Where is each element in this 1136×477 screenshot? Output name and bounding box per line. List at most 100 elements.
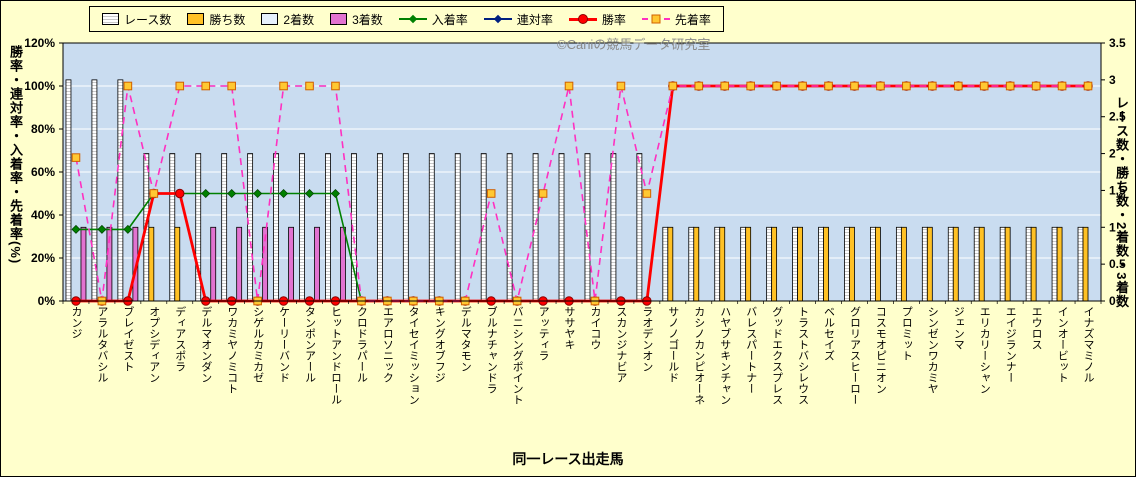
marker-place_rate <box>253 189 263 198</box>
legend-label-third-count: 3着数 <box>352 12 383 27</box>
bar-races <box>65 79 72 302</box>
marker-finish_ahead_rate <box>305 81 314 91</box>
win-rate-line-icon <box>568 14 597 25</box>
marker-finish_ahead_rate <box>1083 81 1093 91</box>
bar-races <box>714 226 721 302</box>
legend-label-win-count: 勝ち数 <box>209 12 246 27</box>
race-count-bar-icon <box>102 13 119 25</box>
right-axis-tick: 2.5 <box>1109 110 1126 124</box>
legend-label-win-rate: 勝率 <box>601 12 626 27</box>
marker-finish_ahead_rate <box>772 81 781 91</box>
right-axis-tick: 0.5 <box>1109 257 1126 271</box>
axes: 0% 20% 40% 60% 80% 100% 120% 0 0.5 1 1.5 2 2.5 3 3.5 <box>24 36 1126 308</box>
bar-wins <box>1082 226 1089 302</box>
bar-thirds <box>80 226 87 302</box>
marker-finish_ahead_rate <box>175 81 185 91</box>
bar-races <box>428 153 435 302</box>
bar-races <box>584 153 591 302</box>
left-axis-title: 勝率・連対率・入着率・先着率(%) <box>8 45 23 265</box>
quinella-rate-line-icon <box>483 14 512 25</box>
bar-races <box>454 153 461 302</box>
marker-finish_ahead_rate <box>720 81 730 91</box>
bar-wins <box>978 226 985 302</box>
right-axis-tick: 1.5 <box>1109 183 1126 197</box>
bar-races <box>973 226 980 302</box>
bar-races <box>169 153 176 302</box>
bar-races <box>844 226 850 302</box>
bar-thirds <box>340 226 346 302</box>
legend-item-finish-ahead-rate: 先着率 <box>641 11 711 28</box>
navy-diamond-icon <box>493 14 503 24</box>
marker-finish_ahead_rate <box>71 153 81 162</box>
left-axis-tick: 80% <box>31 122 55 136</box>
marker-finish_ahead_rate <box>798 81 807 91</box>
bar-wins <box>719 226 726 302</box>
green-diamond-icon <box>408 14 418 24</box>
bar-wins <box>174 226 181 302</box>
bar-races <box>273 153 279 302</box>
win-count-bar-icon <box>187 13 205 25</box>
bar-races <box>610 153 617 302</box>
bar-wins <box>148 226 155 302</box>
marker-finish_ahead_rate <box>824 81 833 91</box>
marker-finish_ahead_rate <box>227 81 236 91</box>
marker-finish_ahead_rate <box>953 81 963 91</box>
legend-item-third-count: 3着数 <box>330 11 383 28</box>
bar-races <box>740 226 747 302</box>
bar-races <box>402 153 409 302</box>
bar-thirds <box>210 226 217 302</box>
marker-finish_ahead_rate <box>279 81 288 91</box>
red-circle-icon <box>577 14 588 24</box>
bar-wins <box>875 226 881 302</box>
right-axis-tick: 3 <box>1109 73 1116 87</box>
legend-label-place-rate: 入着率 <box>431 12 468 27</box>
bar-wins <box>667 226 674 302</box>
bar-races <box>506 153 513 302</box>
marker-finish_ahead_rate <box>123 81 133 91</box>
marker-finish_ahead_rate <box>1005 81 1015 91</box>
right-axis-title: レース数・勝ち数・2着数・3着数 <box>1114 96 1129 309</box>
bar-wins <box>1056 226 1063 302</box>
bar-races <box>688 226 695 302</box>
left-axis-tick: 40% <box>31 208 55 222</box>
marker-finish_ahead_rate <box>979 81 989 91</box>
bar-wins <box>745 226 752 302</box>
right-axis-tick: 3.5 <box>1109 36 1126 50</box>
right-axis-tick: 1 <box>1109 220 1116 234</box>
bar-wins <box>693 226 700 302</box>
marker-place_rate <box>305 189 315 198</box>
bar-wins <box>952 226 959 302</box>
left-axis-tick: 100% <box>24 79 55 93</box>
bar-races <box>299 153 305 302</box>
bar-races <box>1077 226 1084 302</box>
left-axis-tick: 20% <box>31 251 55 265</box>
marker-place_rate <box>201 189 211 198</box>
legend-item-second-count: 2着数 <box>261 11 314 28</box>
marker-place_rate <box>123 224 133 234</box>
bar-races <box>1051 226 1058 302</box>
bar-wins <box>771 226 778 302</box>
legend-label-finish-ahead-rate: 先着率 <box>674 12 711 27</box>
legend-label-second-count: 2着数 <box>283 12 315 27</box>
left-axis-tick: 0% <box>38 294 56 308</box>
second-count-bar-icon <box>261 13 279 25</box>
legend-item-win-count: 勝ち数 <box>187 11 245 28</box>
marker-place_rate <box>279 189 289 198</box>
marker-finish_ahead_rate <box>331 81 340 91</box>
legend-label-race-count: レース数 <box>124 12 172 27</box>
bar-races <box>636 153 643 302</box>
marker-win_rate <box>175 188 185 199</box>
marker-finish_ahead_rate <box>486 189 496 198</box>
marker-place_rate <box>227 189 237 198</box>
bar-races <box>999 226 1006 302</box>
marker-finish_ahead_rate <box>642 189 652 198</box>
left-axis-tick: 120% <box>24 36 55 50</box>
bar-wins <box>900 226 907 302</box>
marker-finish_ahead_rate <box>694 81 704 91</box>
marker-finish_ahead_rate <box>928 81 937 91</box>
bar-races <box>558 153 565 302</box>
bar-thirds <box>288 226 294 302</box>
bar-races <box>895 226 902 302</box>
marker-finish_ahead_rate <box>746 81 755 91</box>
